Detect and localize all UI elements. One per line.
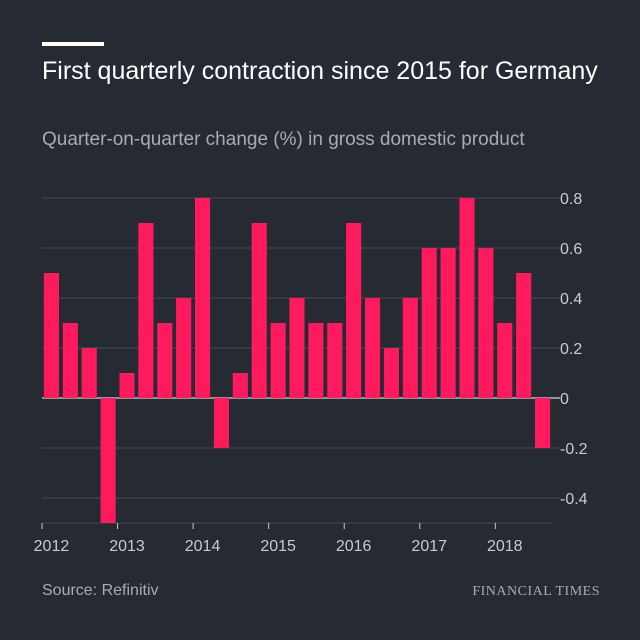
x-tick-label: 2016 <box>336 538 372 555</box>
y-tick-label: -0.4 <box>560 491 588 508</box>
bar <box>213 398 229 448</box>
y-tick-label: 0.8 <box>560 191 582 208</box>
bar <box>402 298 418 398</box>
bar <box>62 323 78 398</box>
bar <box>176 298 192 398</box>
bar <box>43 273 59 398</box>
bar <box>308 323 324 398</box>
x-tick-label: 2014 <box>185 538 221 555</box>
x-tick-label: 2017 <box>411 538 447 555</box>
bar <box>497 323 513 398</box>
chart-subtitle: Quarter-on-quarter change (%) in gross d… <box>42 129 525 150</box>
chart-title: First quarterly contraction since 2015 f… <box>42 57 598 85</box>
bar <box>100 398 116 523</box>
y-tick-label: 0.6 <box>560 241 582 258</box>
bar <box>195 198 211 398</box>
bar <box>459 198 475 398</box>
bar <box>138 223 154 398</box>
y-tick-label: 0.2 <box>560 341 582 358</box>
bar <box>289 298 305 398</box>
bar <box>81 348 97 398</box>
bar <box>383 348 399 398</box>
x-tick-label: 2015 <box>260 538 296 555</box>
bar <box>157 323 173 398</box>
x-tick-label: 2018 <box>487 538 523 555</box>
bar <box>440 248 456 398</box>
x-tick-label: 2012 <box>34 538 70 555</box>
bar <box>478 248 494 398</box>
bar <box>346 223 362 398</box>
bar <box>365 298 381 398</box>
bar <box>421 248 437 398</box>
bar <box>270 323 286 398</box>
y-tick-label: 0 <box>560 391 569 408</box>
bar <box>516 273 532 398</box>
brand-wordmark: FINANCIAL TIMES <box>472 584 600 599</box>
y-tick-label: -0.2 <box>560 441 588 458</box>
source-note: Source: Refinitiv <box>42 582 159 599</box>
title-rule <box>42 42 104 46</box>
bar <box>535 398 551 448</box>
bar <box>251 223 267 398</box>
y-tick-label: 0.4 <box>560 291 582 308</box>
bar <box>232 373 248 398</box>
bar <box>327 323 343 398</box>
bar <box>119 373 135 398</box>
x-tick-label: 2013 <box>109 538 145 555</box>
